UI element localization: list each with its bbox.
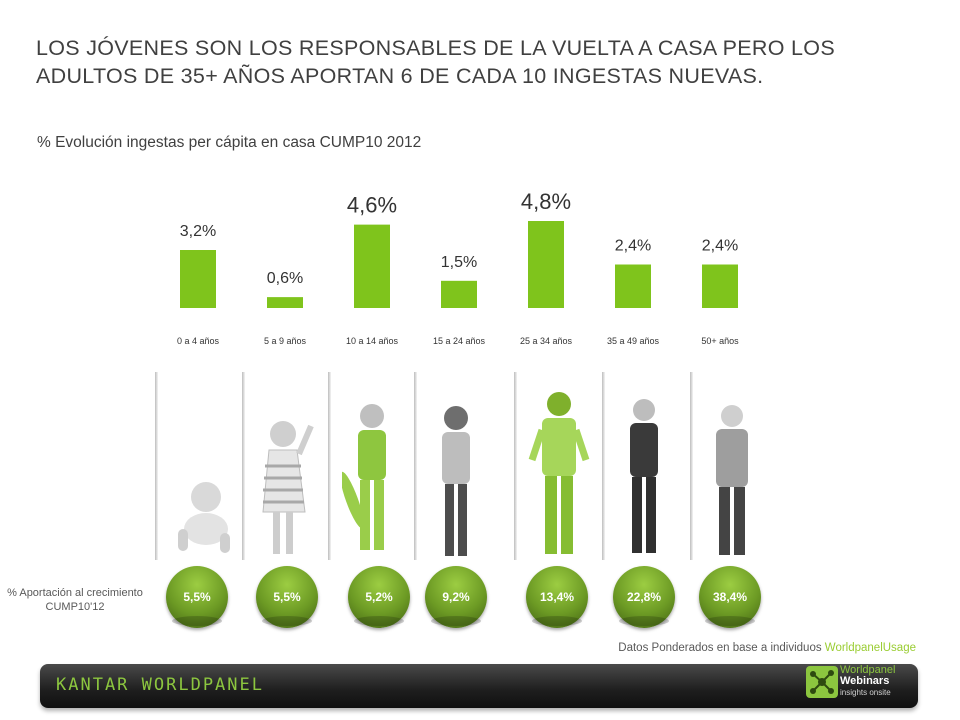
category-label: 25 a 34 años (520, 336, 573, 346)
contribution-value: 38,4% (712, 590, 748, 604)
page-title: LOS JÓVENES SON LOS RESPONSABLES DE LA V… (36, 36, 835, 88)
contribution-bubble: 38,4% (699, 566, 761, 628)
older-woman-figure (716, 405, 748, 555)
contribution-bubble: 9,2% (425, 566, 487, 628)
data-label: 0,6% (267, 270, 303, 287)
man-figure (528, 392, 590, 554)
source-note-text: Datos Ponderados en base a individuos (618, 642, 825, 654)
bar-5 (528, 221, 564, 308)
contribution-value: 9,2% (442, 590, 470, 604)
divider (690, 372, 693, 560)
network-icon (806, 666, 838, 698)
bar-6 (615, 264, 651, 308)
contribution-value: 5,5% (183, 590, 211, 604)
category-label: 10 a 14 años (346, 336, 399, 346)
divider (602, 372, 605, 560)
people-strip (150, 372, 770, 562)
divider (155, 372, 158, 560)
boy-figure (342, 404, 386, 550)
footer-bar (40, 664, 918, 708)
bar-1 (180, 250, 216, 308)
category-label: 15 a 24 años (433, 336, 486, 346)
source-note-brand: WorldpanelUsage (824, 642, 916, 654)
webinar-logo-text: Worldpanel Webinars insights onsite (840, 665, 920, 698)
contribution-value: 22,8% (626, 590, 662, 604)
divider (242, 372, 245, 560)
divider (514, 372, 517, 560)
chart-subtitle: % Evolución ingestas per cápita en casa … (37, 134, 422, 151)
bar-4 (441, 280, 477, 308)
bar-chart: 3,2% 0 a 4 años 0,6% 5 a 9 años 4,6% 10 a 14 … (177, 189, 739, 346)
young-woman-figure (442, 406, 470, 556)
contribution-value: 5,2% (365, 590, 393, 604)
bar-7 (702, 264, 738, 308)
data-label: 1,5% (441, 254, 477, 271)
data-label: 2,4% (702, 238, 738, 255)
contribution-bubble: 13,4% (526, 566, 588, 628)
contribution-bubble: 5,2% (348, 566, 410, 628)
bar-3 (354, 224, 390, 308)
baby-figure (178, 482, 230, 553)
woman-figure (630, 399, 658, 553)
contribution-bubble: 22,8% (613, 566, 675, 628)
kantar-logo: KANTAR WORLDPANEL (56, 675, 264, 695)
girl-figure (262, 421, 314, 554)
data-label: 4,6% (347, 193, 397, 218)
contribution-value: 5,5% (273, 590, 301, 604)
source-note: Datos Ponderados en base a individuos Wo… (618, 642, 916, 654)
webinar-line-3: insights onsite (840, 688, 891, 697)
category-label: 35 a 49 años (607, 336, 660, 346)
category-label: 5 a 9 años (264, 336, 307, 346)
data-label: 2,4% (615, 238, 651, 255)
contribution-value: 13,4% (539, 590, 575, 604)
webinar-line-1: Worldpanel (840, 664, 896, 676)
divider (414, 372, 417, 560)
category-label: 50+ años (701, 336, 739, 346)
divider (328, 372, 331, 560)
data-label: 4,8% (521, 189, 571, 214)
bar-2 (267, 297, 303, 308)
data-label: 3,2% (180, 223, 216, 240)
contribution-bubble: 5,5% (166, 566, 228, 628)
contribution-bubble: 5,5% (256, 566, 318, 628)
category-label: 0 a 4 años (177, 336, 220, 346)
webinar-line-2: Webinars (840, 675, 890, 687)
contribution-label: % Aportación al crecimiento CUMP10'12 (7, 587, 143, 613)
